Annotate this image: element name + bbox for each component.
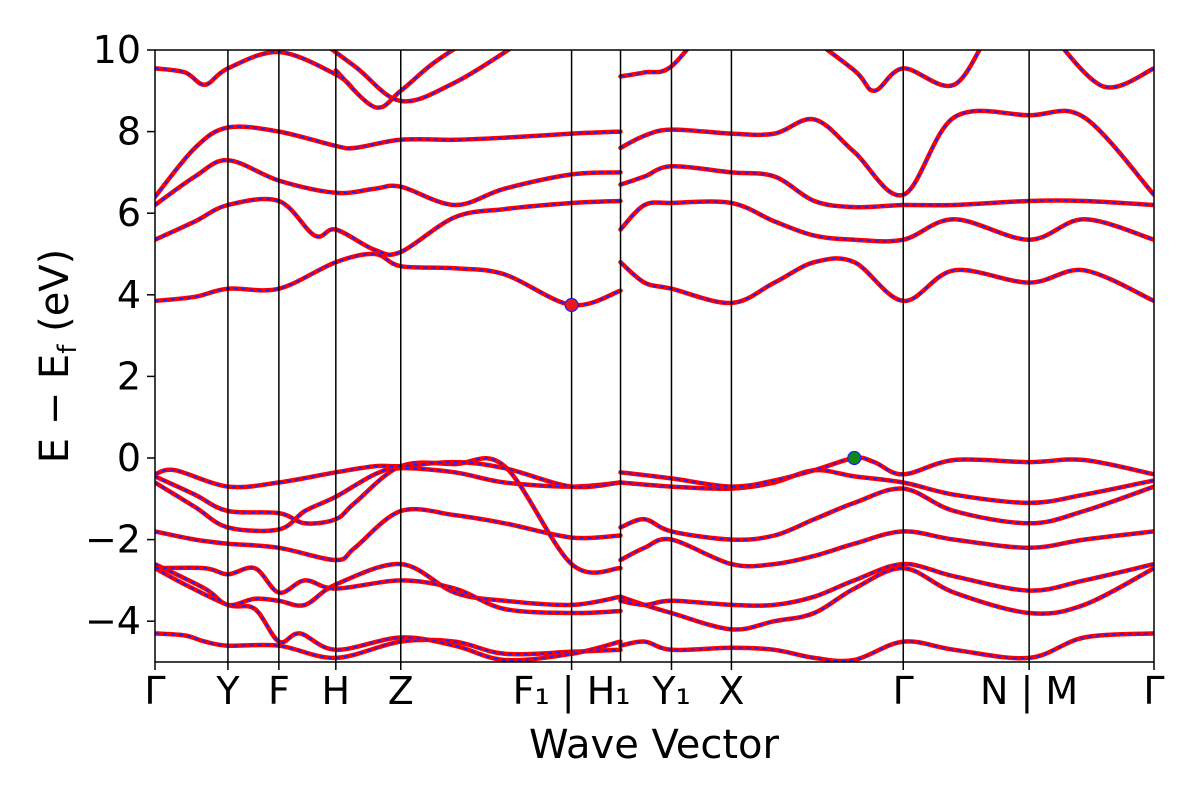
band-line-dashed bbox=[155, 125, 621, 198]
x-tick-label: X bbox=[718, 669, 744, 713]
x-tick-label: F bbox=[268, 669, 290, 713]
y-tick-label: −4 bbox=[85, 599, 141, 643]
x-tick-label: N | M bbox=[980, 669, 1078, 714]
x-axis: Γ Y F H Z F₁ | H₁ Y₁ X Γ N | M Γ bbox=[144, 662, 1165, 714]
band-line bbox=[618, 256, 1154, 306]
band-line-dashed bbox=[825, 50, 981, 92]
vbm-marker bbox=[847, 450, 862, 466]
y-axis: −4 −2 0 2 4 6 8 10 bbox=[85, 28, 155, 643]
x-tick-label: H bbox=[322, 669, 351, 713]
band-line-dashed bbox=[155, 566, 621, 615]
band-line bbox=[155, 251, 623, 308]
band-line bbox=[618, 164, 1154, 210]
band-line-dashed bbox=[620, 567, 1154, 631]
band-line bbox=[618, 467, 1154, 506]
y-axis-label: E − Ef (eV) bbox=[32, 249, 83, 464]
band-line-dashed bbox=[155, 197, 621, 256]
band-line-dashed bbox=[620, 632, 1154, 662]
band-line-dashed bbox=[155, 632, 621, 659]
band-line bbox=[155, 196, 623, 257]
plot-frame bbox=[154, 49, 1155, 663]
high-symmetry-lines bbox=[227, 50, 1030, 662]
band-line bbox=[618, 565, 1154, 632]
band-line-dashed bbox=[1063, 50, 1154, 89]
band-line bbox=[155, 465, 623, 534]
band-line bbox=[618, 484, 1154, 543]
cbm-marker bbox=[564, 297, 579, 313]
band-line bbox=[1061, 50, 1154, 90]
y-tick-label: 4 bbox=[117, 273, 141, 317]
x-tick-label: Y bbox=[215, 669, 240, 713]
band-line-dashed bbox=[155, 252, 621, 307]
band-line-dashed bbox=[155, 461, 621, 489]
band-line-dashed bbox=[620, 109, 1154, 197]
band-line-dashed bbox=[620, 456, 1154, 488]
band-line-dashed bbox=[620, 50, 688, 78]
x-tick-label: Γ bbox=[893, 669, 914, 713]
band-line bbox=[155, 157, 623, 208]
band-line-dashed bbox=[155, 467, 621, 532]
y-tick-label: 10 bbox=[93, 28, 141, 72]
band-line-dashed bbox=[620, 530, 1154, 568]
band-line-dashed bbox=[620, 469, 1154, 504]
band-line-dashed bbox=[155, 563, 621, 607]
band-line-dashed bbox=[155, 159, 621, 207]
band-line bbox=[155, 50, 358, 94]
x-tick-label: F₁ | H₁ bbox=[513, 669, 631, 714]
band-line-dashed bbox=[155, 508, 621, 562]
band-line bbox=[618, 50, 690, 79]
x-tick-label: Γ bbox=[1143, 669, 1164, 713]
y-tick-label: 0 bbox=[117, 436, 141, 480]
band-line bbox=[618, 108, 1154, 198]
y-tick-label: −2 bbox=[85, 518, 141, 562]
extrema-markers bbox=[564, 297, 862, 466]
x-tick-label: Z bbox=[388, 669, 414, 713]
band-lines bbox=[155, 50, 1154, 662]
band-line-dashed bbox=[620, 563, 1154, 607]
y-tick-label: 6 bbox=[117, 191, 141, 235]
band-line bbox=[155, 561, 623, 608]
y-tick-label: 2 bbox=[117, 354, 141, 398]
y-tick-label: 8 bbox=[117, 110, 141, 154]
x-tick-label: Y₁ bbox=[651, 669, 690, 713]
band-line-dashed bbox=[619, 200, 1154, 243]
x-axis-label: Wave Vector bbox=[529, 722, 780, 768]
x-tick-label: Γ bbox=[144, 669, 165, 713]
